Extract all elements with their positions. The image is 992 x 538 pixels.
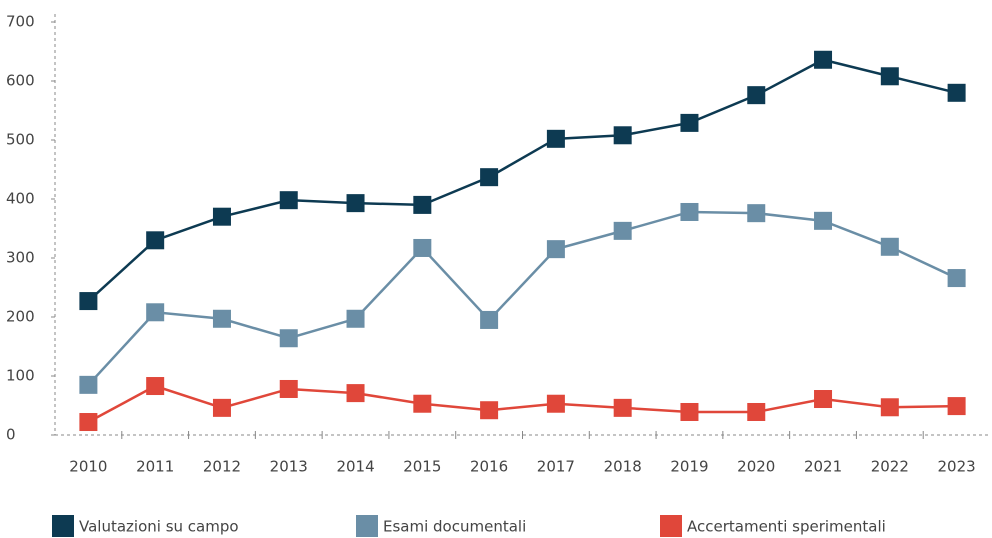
x-tick-label: 2013 xyxy=(270,458,308,476)
point xyxy=(680,202,699,221)
point xyxy=(880,398,899,417)
point xyxy=(212,207,231,226)
point xyxy=(947,269,966,288)
point xyxy=(480,310,499,329)
point xyxy=(947,397,966,416)
point xyxy=(680,402,699,421)
x-tick-label: 2019 xyxy=(670,458,708,476)
point xyxy=(747,402,766,421)
legend-swatch xyxy=(52,515,74,537)
point xyxy=(480,401,499,420)
point xyxy=(880,237,899,256)
point xyxy=(346,194,365,213)
series-line xyxy=(87,384,957,424)
x-tick-label: 2011 xyxy=(136,458,174,476)
point xyxy=(613,221,632,240)
x-tick-label: 2014 xyxy=(336,458,374,476)
point xyxy=(346,309,365,328)
x-tick-label: 2020 xyxy=(737,458,775,476)
point xyxy=(212,309,231,328)
point xyxy=(747,204,766,223)
point xyxy=(880,67,899,86)
point xyxy=(279,329,298,348)
point xyxy=(613,398,632,417)
y-tick-label: 300 xyxy=(6,249,35,267)
point xyxy=(814,50,833,69)
point xyxy=(613,126,632,145)
legend-swatch xyxy=(660,515,682,537)
point xyxy=(413,238,432,257)
point xyxy=(546,129,565,148)
x-tick-label: 2015 xyxy=(403,458,441,476)
point xyxy=(279,379,298,398)
point xyxy=(346,384,365,403)
y-tick-label: 600 xyxy=(6,72,35,90)
x-tick-label: 2022 xyxy=(871,458,909,476)
point xyxy=(814,211,833,230)
x-tick-label: 2021 xyxy=(804,458,842,476)
point xyxy=(814,390,833,409)
series-line xyxy=(87,58,957,302)
y-tick-label: 700 xyxy=(6,13,35,31)
y-tick-label: 400 xyxy=(6,190,35,208)
point xyxy=(279,191,298,210)
point xyxy=(146,377,165,396)
x-tick-label: 2010 xyxy=(69,458,107,476)
point xyxy=(79,375,98,394)
series-line xyxy=(87,210,958,386)
y-tick-label: 500 xyxy=(6,131,35,149)
point xyxy=(146,231,165,250)
legend-swatch xyxy=(356,515,378,537)
point xyxy=(146,303,165,322)
point xyxy=(79,413,98,432)
point xyxy=(747,86,766,105)
y-tick-label: 0 xyxy=(6,426,16,444)
x-tick-label: 2023 xyxy=(938,458,976,476)
y-tick-label: 100 xyxy=(6,367,35,385)
x-tick-label: 2017 xyxy=(537,458,575,476)
point xyxy=(79,292,98,311)
point xyxy=(546,240,565,259)
x-tick-label: 2018 xyxy=(604,458,642,476)
point xyxy=(947,83,966,102)
x-tick-label: 2012 xyxy=(203,458,241,476)
point xyxy=(680,113,699,132)
point xyxy=(546,394,565,413)
point xyxy=(480,168,499,187)
legend-label: Valutazioni su campo xyxy=(79,518,239,536)
legend-label: Esami documentali xyxy=(383,518,526,536)
y-tick-label: 200 xyxy=(6,308,35,326)
legend-label: Accertamenti sperimentali xyxy=(687,518,886,536)
point xyxy=(212,398,231,417)
point xyxy=(413,394,432,413)
point xyxy=(413,195,432,214)
x-tick-label: 2016 xyxy=(470,458,508,476)
